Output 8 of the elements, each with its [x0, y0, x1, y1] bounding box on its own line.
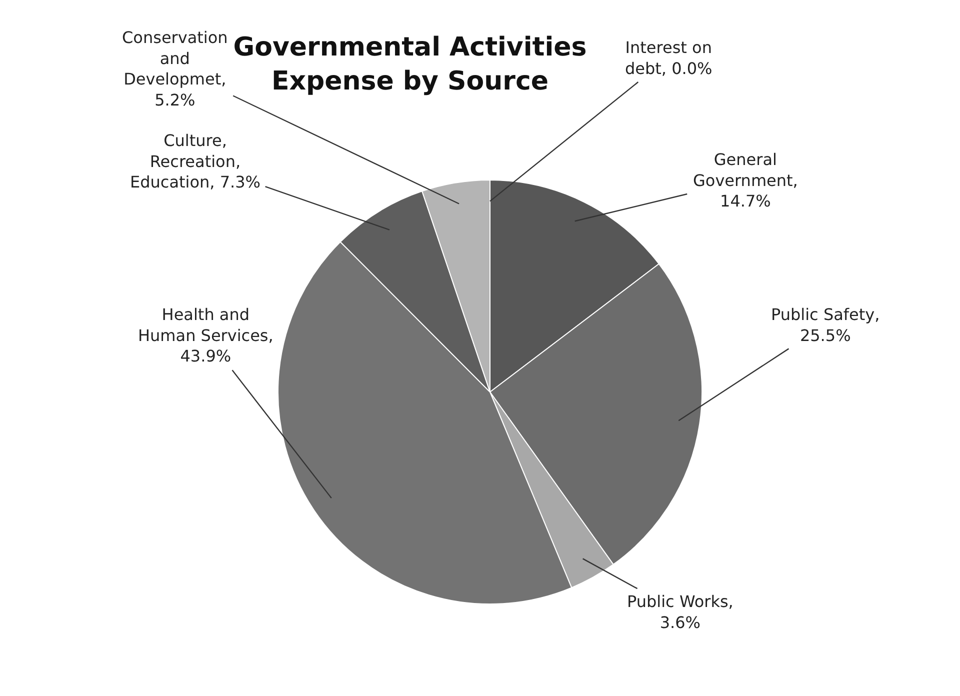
- slice-label: Public Works, 3.6%: [627, 592, 734, 632]
- slice-label: General Government, 14.7%: [693, 150, 798, 211]
- slice-label: Culture, Recreation, Education, 7.3%: [130, 131, 260, 192]
- category-label: Interest on debt, 0.0%: [625, 38, 712, 78]
- slice-label: Conservation and Developmet, 5.2%: [122, 28, 228, 110]
- slice-label: Health and Human Services, 43.9%: [138, 305, 274, 366]
- slice-label: Public Safety, 25.5%: [771, 305, 880, 345]
- text: Governmental Activities Expense by Source: [233, 32, 587, 96]
